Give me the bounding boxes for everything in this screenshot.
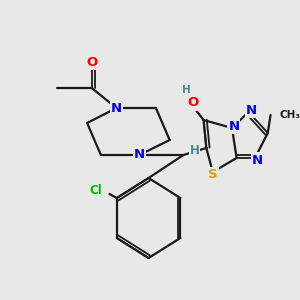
- Text: H: H: [182, 85, 190, 95]
- Text: CH₃: CH₃: [280, 110, 300, 120]
- Text: N: N: [134, 148, 145, 161]
- Text: Cl: Cl: [89, 184, 102, 196]
- Text: O: O: [86, 56, 97, 68]
- Text: N: N: [111, 101, 122, 115]
- Text: N: N: [252, 154, 263, 166]
- Text: S: S: [208, 169, 218, 182]
- Text: H: H: [190, 143, 200, 157]
- Text: N: N: [228, 119, 239, 133]
- Text: O: O: [187, 97, 198, 110]
- Text: N: N: [246, 103, 257, 116]
